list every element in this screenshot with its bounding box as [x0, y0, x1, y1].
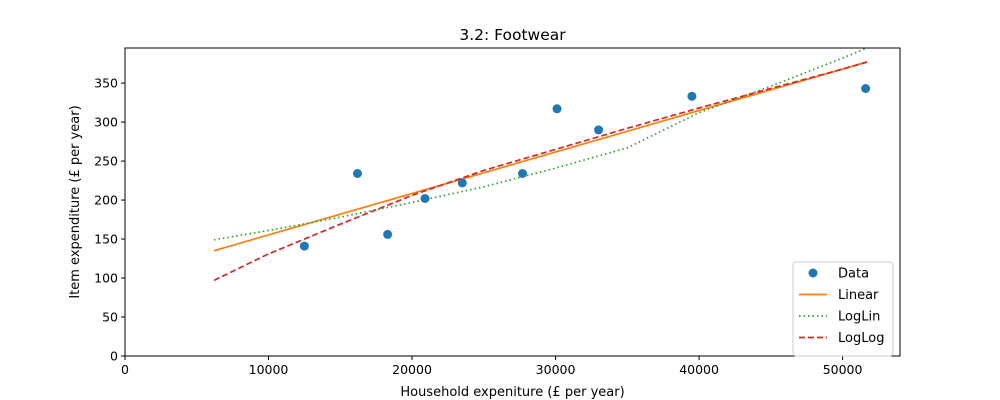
- x-tick-label: 50000: [823, 362, 863, 377]
- plot-area: [213, 48, 871, 282]
- data-point: [420, 194, 430, 203]
- legend: Data Linear LogLin LogLog: [792, 261, 894, 357]
- x-axis: 0 10000 20000 30000 40000 50000: [121, 356, 863, 377]
- y-tick-label: 0: [110, 349, 118, 364]
- data-point: [383, 229, 393, 239]
- data-point: [353, 169, 362, 178]
- x-tick-label: 0: [121, 362, 129, 377]
- x-tick-label: 10000: [249, 362, 289, 377]
- data-point: [552, 104, 562, 114]
- legend-label-loglin: LogLin: [838, 310, 880, 325]
- data-point: [594, 125, 604, 135]
- series-line-loglog: [213, 61, 868, 282]
- y-tick-label: 50: [102, 310, 118, 325]
- series-line-linear: [213, 61, 868, 252]
- x-tick-label: 40000: [679, 362, 719, 377]
- data-point: [457, 178, 467, 188]
- y-tick-label: 300: [94, 115, 118, 130]
- x-tick-label: 20000: [392, 362, 432, 377]
- plot-frame: [124, 47, 901, 357]
- legend-box: [792, 261, 894, 357]
- series-line-loglin: [213, 48, 868, 241]
- legend-label-linear: Linear: [838, 288, 879, 303]
- legend-marker-data: [808, 268, 818, 278]
- data-point: [299, 241, 309, 251]
- y-tick-label: 250: [94, 154, 118, 169]
- y-tick-label: 200: [94, 193, 118, 208]
- y-axis: 0 50 100 150 200 250 300 350: [94, 76, 125, 364]
- y-axis-label: Item expenditure (£ per year): [68, 105, 83, 298]
- y-tick-label: 350: [94, 76, 118, 91]
- data-point: [861, 84, 871, 93]
- y-tick-label: 150: [94, 232, 118, 247]
- data-point: [687, 91, 697, 101]
- y-tick-label: 100: [94, 271, 118, 286]
- x-axis-label: Household expeniture (£ per year): [400, 385, 624, 400]
- chart-title: 3.2: Footwear: [459, 26, 566, 44]
- legend-label-data: Data: [838, 267, 869, 282]
- data-point: [518, 169, 527, 178]
- x-tick-label: 30000: [536, 362, 576, 377]
- legend-label-loglog: LogLog: [838, 331, 884, 346]
